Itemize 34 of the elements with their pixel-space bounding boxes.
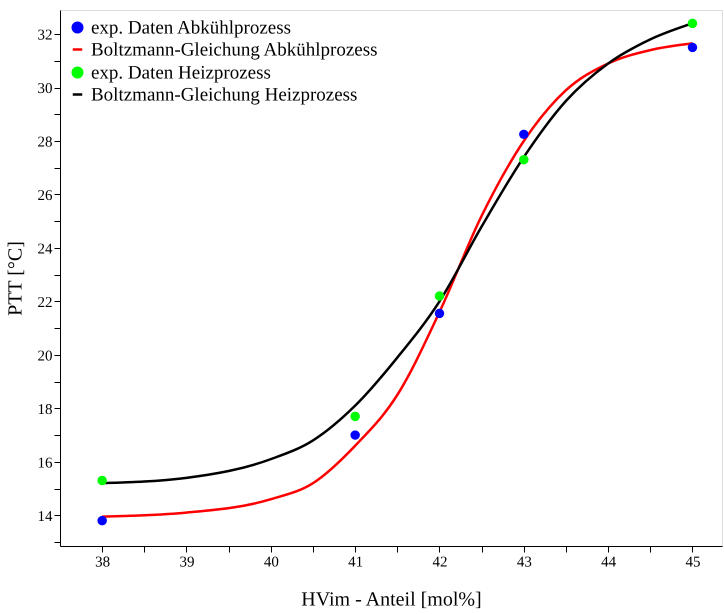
y-tick-label: 16 bbox=[38, 455, 53, 472]
point bbox=[350, 430, 360, 440]
x-tick-label: 40 bbox=[264, 554, 279, 570]
y-tick-label: 22 bbox=[38, 294, 52, 311]
point bbox=[434, 291, 444, 301]
x-tick-label: 38 bbox=[95, 554, 110, 570]
legend-label: Boltzmann-Gleichung Heizprozess bbox=[91, 84, 358, 106]
y-axis-title: PTT [°C] bbox=[4, 241, 26, 316]
y-tick-label: 26 bbox=[38, 188, 53, 204]
point bbox=[688, 18, 698, 28]
point bbox=[519, 154, 529, 164]
x-tick-label: 41 bbox=[348, 554, 364, 570]
legend-label: exp. Daten Heizprozess bbox=[91, 62, 271, 84]
point bbox=[434, 308, 444, 318]
x-axis-title: HVim - Anteil [mol%] bbox=[301, 588, 482, 610]
x-tick-label: 44 bbox=[601, 554, 617, 570]
x-tick-label: 45 bbox=[685, 554, 700, 570]
x-tick-label: 39 bbox=[179, 554, 194, 570]
point bbox=[519, 130, 529, 140]
x-tick-label: 43 bbox=[516, 554, 532, 570]
y-tick-label: 32 bbox=[38, 28, 52, 44]
y-tick-label: 30 bbox=[38, 81, 52, 98]
legend-label: exp. Daten Abkühlprozess bbox=[91, 18, 291, 38]
point bbox=[97, 476, 107, 486]
y-tick-label: 14 bbox=[38, 508, 53, 525]
point bbox=[97, 516, 107, 526]
point bbox=[688, 42, 698, 52]
y-tick-label: 28 bbox=[38, 134, 52, 150]
y-tick-label: 18 bbox=[38, 402, 52, 418]
point bbox=[350, 412, 360, 422]
y-tick-label: 20 bbox=[38, 348, 52, 364]
legend-label: Boltzmann-Gleichung Abkühlprozess bbox=[91, 40, 378, 60]
x-tick-label: 42 bbox=[432, 554, 448, 570]
y-tick-label: 24 bbox=[38, 241, 53, 258]
